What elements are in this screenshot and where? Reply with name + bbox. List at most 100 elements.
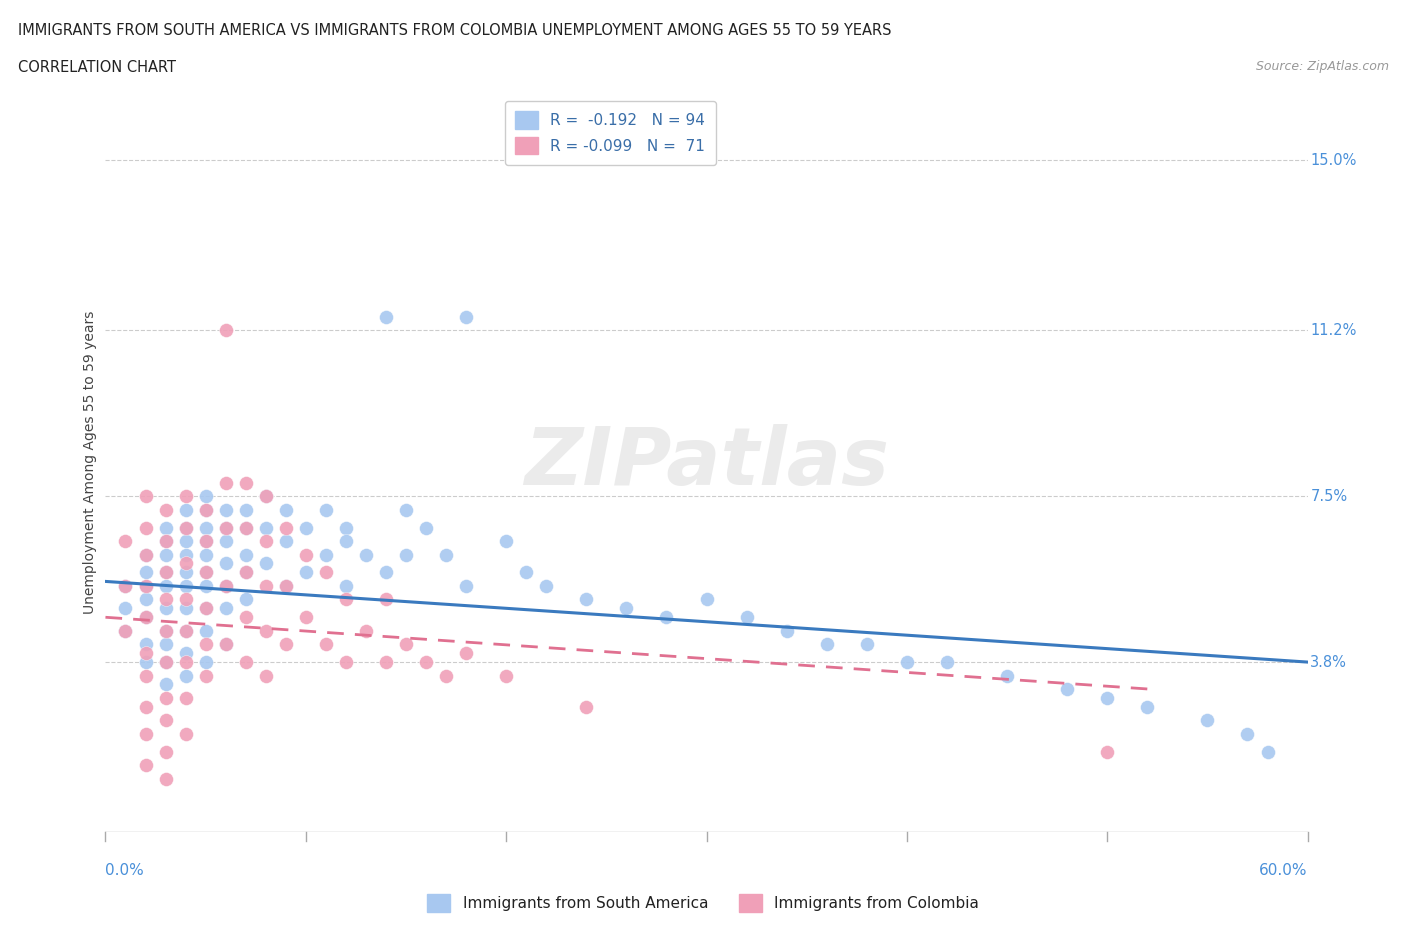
Point [1257,744,1279,759]
Point [194,655,217,670]
Point [735,610,758,625]
Point [274,578,297,593]
Point [135,565,157,580]
Point [155,623,177,638]
Point [295,547,318,562]
Point [235,610,257,625]
Point [114,578,136,593]
Point [174,726,197,741]
Point [155,520,177,535]
Point [174,623,197,638]
Point [254,489,277,504]
Point [155,655,177,670]
Point [174,591,197,606]
Point [155,578,177,593]
Point [214,534,236,549]
Point [274,578,297,593]
Point [454,310,477,325]
Point [174,623,197,638]
Point [155,502,177,517]
Point [155,565,177,580]
Point [575,699,598,714]
Point [274,502,297,517]
Point [896,655,918,670]
Point [174,690,197,705]
Point [194,547,217,562]
Point [174,520,197,535]
Point [135,637,157,652]
Point [815,637,838,652]
Point [155,547,177,562]
Point [194,489,217,504]
Point [434,668,457,683]
Point [315,547,337,562]
Point [335,591,357,606]
Point [855,637,877,652]
Point [335,534,357,549]
Point [776,623,799,638]
Point [374,565,398,580]
Point [194,601,217,616]
Point [235,520,257,535]
Point [214,520,236,535]
Text: 15.0%: 15.0% [1310,153,1357,167]
Point [194,601,217,616]
Point [174,520,197,535]
Point [235,565,257,580]
Point [174,601,197,616]
Point [374,591,398,606]
Point [135,645,157,660]
Point [254,556,277,571]
Point [354,623,377,638]
Point [155,591,177,606]
Point [135,610,157,625]
Point [214,578,236,593]
Point [174,556,197,571]
Point [135,655,157,670]
Point [254,578,277,593]
Point [155,534,177,549]
Point [135,578,157,593]
Point [135,758,157,773]
Text: 60.0%: 60.0% [1260,863,1308,878]
Point [254,520,277,535]
Point [995,668,1018,683]
Point [696,591,718,606]
Text: 0.0%: 0.0% [105,863,145,878]
Point [155,690,177,705]
Point [454,645,477,660]
Point [135,578,157,593]
Point [174,489,197,504]
Point [335,520,357,535]
Point [235,520,257,535]
Point [155,713,177,728]
Point [194,623,217,638]
Point [575,591,598,606]
Point [655,610,678,625]
Point [194,502,217,517]
Point [415,520,437,535]
Point [235,547,257,562]
Point [135,489,157,504]
Point [135,726,157,741]
Text: ZIPatlas: ZIPatlas [524,424,889,501]
Point [315,637,337,652]
Text: IMMIGRANTS FROM SOUTH AMERICA VS IMMIGRANTS FROM COLOMBIA UNEMPLOYMENT AMONG AGE: IMMIGRANTS FROM SOUTH AMERICA VS IMMIGRA… [18,23,891,38]
Point [114,534,136,549]
Point [174,645,197,660]
Point [194,534,217,549]
Point [174,534,197,549]
Point [434,547,457,562]
Text: CORRELATION CHART: CORRELATION CHART [18,60,176,75]
Point [135,699,157,714]
Point [174,578,197,593]
Point [114,623,136,638]
Point [1197,713,1219,728]
Point [135,610,157,625]
Point [155,771,177,786]
Point [235,591,257,606]
Point [194,502,217,517]
Point [534,578,557,593]
Text: Source: ZipAtlas.com: Source: ZipAtlas.com [1256,60,1389,73]
Point [374,655,398,670]
